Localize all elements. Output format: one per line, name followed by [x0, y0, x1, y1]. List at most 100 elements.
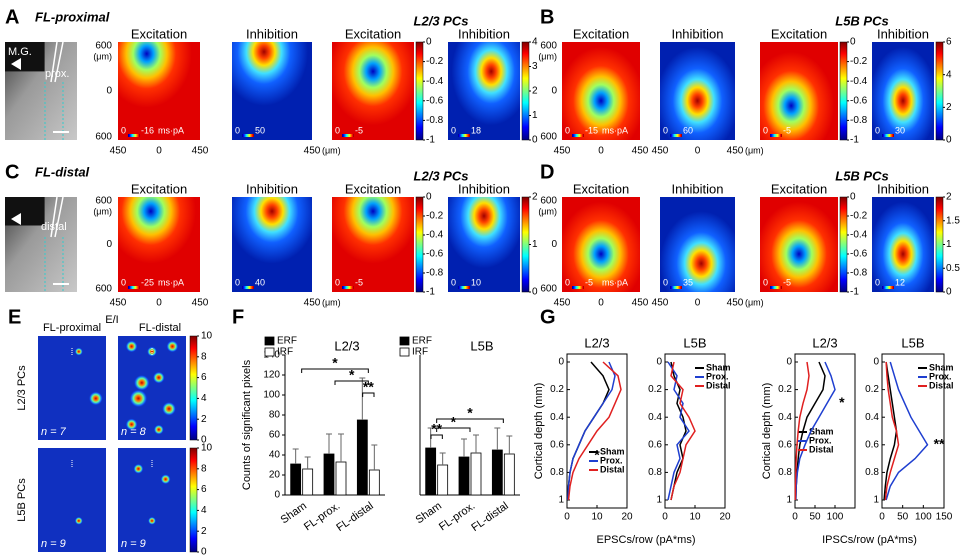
scale-label: 50 — [255, 125, 265, 135]
colorbar-tick-label: -0.8 — [426, 115, 444, 126]
x-tick-label: 0 — [598, 146, 604, 157]
colorbar-tick-label: -0.4 — [850, 230, 868, 241]
y-tick-label: 0.4 — [550, 412, 564, 423]
legend-label: Distal — [600, 464, 625, 474]
y-tick-label: 0 — [106, 239, 112, 250]
colorbar-tick-label: 6 — [201, 484, 207, 495]
scale-label: 0 — [235, 277, 240, 287]
y-axis-label: Counts of significant pixels — [241, 359, 253, 490]
panel-letter: F — [232, 306, 244, 328]
y-tick-label: 0.6 — [778, 439, 792, 450]
profile-line — [670, 361, 696, 501]
column-outline — [44, 237, 64, 292]
x-unit: (μm) — [745, 145, 764, 155]
x-tick-label: 10 — [591, 512, 603, 523]
scale-label: 35 — [683, 277, 693, 287]
photo-label: distal — [41, 221, 67, 233]
colorbar-tick-label: 1.5 — [946, 215, 960, 226]
x-tick-label: 0 — [156, 298, 162, 309]
ei-hotspot — [148, 516, 156, 525]
y-tick-label: 600 — [540, 284, 557, 295]
bar — [302, 468, 314, 496]
scale-bar — [458, 286, 470, 289]
y-tick-label: 1 — [786, 495, 792, 506]
y-tick-label: 0 — [551, 239, 557, 250]
column-title: FL-proximal — [43, 322, 101, 334]
legend-label: Distal — [929, 380, 954, 390]
y-tick-label: 600 — [540, 41, 557, 52]
x-tick-label: FL-distal — [469, 500, 510, 534]
ei-hotspot — [129, 389, 148, 408]
scale-label: 18 — [471, 125, 481, 135]
n-label: n = 8 — [121, 426, 147, 438]
plot-frame — [794, 353, 856, 509]
colorbar-tick-label: -0.2 — [426, 56, 444, 67]
x-tick-label: 100 — [915, 512, 932, 523]
colorbar — [521, 41, 530, 141]
heatmap — [332, 197, 414, 292]
chart-title: L2/3 — [584, 335, 609, 350]
plot-frame — [881, 353, 945, 509]
scale-label: 0 — [763, 125, 768, 135]
colorbar-tick-label: 0 — [426, 192, 432, 203]
colorbar-tick-label: 2 — [532, 86, 538, 97]
x-tick-label: 10 — [689, 512, 701, 523]
map-title: Inhibition — [458, 26, 510, 41]
colorbar-tick-label: 0 — [532, 287, 538, 298]
scale-bar — [770, 134, 782, 137]
scale-label: -5 — [783, 125, 791, 135]
scale-label: 0 — [875, 125, 880, 135]
x-unit: (μm) — [745, 297, 764, 307]
scale-label: 10 — [471, 277, 481, 287]
photo-label: prox. — [45, 68, 69, 80]
scale-label: 0 — [335, 125, 340, 135]
x-unit: (μm) — [322, 145, 341, 155]
colorbar-tick-label: 10 — [201, 443, 213, 454]
error-bar — [359, 377, 366, 420]
colorbar — [415, 41, 424, 141]
x-tick-label: 0 — [156, 146, 162, 157]
x-tick-label: 0 — [662, 512, 668, 523]
profile-line — [567, 361, 622, 501]
y-tick-label: 120 — [263, 370, 280, 381]
panel-letter: E — [8, 306, 21, 328]
y-tick-label: 600 — [95, 41, 112, 52]
colorbar-tick-label: -0.8 — [850, 115, 868, 126]
y-tick-label: 0.2 — [778, 384, 792, 395]
colorbar — [521, 196, 530, 293]
scale-label: 30 — [895, 125, 905, 135]
slice-dark — [5, 197, 45, 226]
colorbar — [839, 41, 848, 141]
colorbar-tick-label: -0.2 — [850, 56, 868, 67]
ei-hotspot — [133, 374, 150, 391]
y-tick-label: 0.4 — [648, 412, 662, 423]
y-tick-label: 60 — [269, 430, 281, 441]
scale-label: 40 — [255, 277, 265, 287]
y-tick-label: 1 — [656, 495, 662, 506]
y-tick-label: 0.8 — [865, 467, 879, 478]
colorbar-tick-label: 0 — [532, 135, 538, 146]
colorbar-tick-label: 4 — [201, 393, 207, 404]
profile-line — [667, 361, 690, 501]
x-tick-label: 0 — [695, 298, 701, 309]
y-tick-label: 0 — [551, 86, 557, 97]
panel-letter: G — [540, 306, 556, 328]
x-tick-label: 450 — [554, 298, 571, 309]
heatmap — [872, 197, 934, 292]
x-tick-label: 450 — [192, 298, 209, 309]
y-tick-label: 0.2 — [648, 384, 662, 395]
ei-hotspot — [133, 463, 144, 474]
colorbar-tick-label: -0.8 — [426, 268, 444, 279]
column-outline — [44, 82, 64, 140]
heatmap — [760, 42, 838, 140]
colorbar-tick-label: 0 — [201, 435, 207, 446]
ei-hotspot — [74, 516, 83, 525]
pipette — [50, 41, 64, 83]
scale-label: 0 — [235, 125, 240, 135]
y-tick-label: 0.8 — [550, 467, 564, 478]
y-tick-label: 0 — [656, 357, 662, 368]
y-tick-label: 0.4 — [865, 412, 879, 423]
colorbar-tick-label: -1 — [850, 287, 859, 298]
y-tick-label: 0.6 — [865, 439, 879, 450]
error-bar — [461, 438, 467, 457]
